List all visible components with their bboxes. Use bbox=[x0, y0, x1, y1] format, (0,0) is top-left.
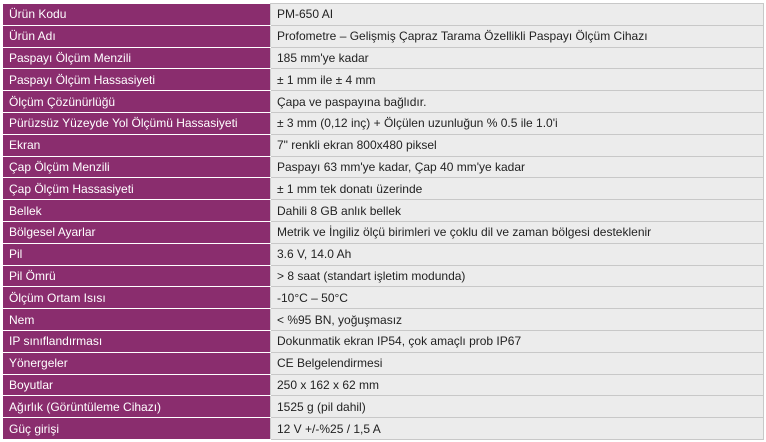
spec-label: Ölçüm Ortam Isısı bbox=[2, 286, 271, 310]
spec-label: Ölçüm Çözünürlüğü bbox=[2, 90, 271, 113]
spec-label: Ürün Kodu bbox=[2, 3, 271, 26]
spec-value: > 8 saat (standart işletim modunda) bbox=[270, 264, 764, 288]
spec-label: Pil Ömrü bbox=[2, 264, 271, 288]
table-body: Ürün Kodu PM-650 AI Ürün Adı Profometre – G… bbox=[2, 3, 764, 440]
spec-row: Yönergeler CE Belgelendirmesi bbox=[2, 351, 764, 375]
spec-value: Çapa ve paspayına bağlıdır. bbox=[270, 90, 764, 113]
spec-label: Güç girişi bbox=[2, 417, 271, 440]
spec-row: Boyutlar 250 x 162 x 62 mm bbox=[2, 373, 764, 397]
spec-value: 250 x 162 x 62 mm bbox=[270, 373, 764, 397]
spec-label: Çap Ölçüm Menzili bbox=[2, 155, 271, 179]
spec-row: Paspayı Ölçüm Hassasiyeti ± 1 mm ile ± 4 … bbox=[2, 68, 764, 92]
spec-value: PM-650 AI bbox=[270, 3, 764, 26]
spec-value: < %95 BN, yoğuşmasız bbox=[270, 308, 764, 331]
spec-value: ± 1 mm ile ± 4 mm bbox=[270, 68, 764, 92]
spec-label: Paspayı Ölçüm Hassasiyeti bbox=[2, 68, 271, 92]
spec-value: ± 3 mm (0,12 inç) + Ölçülen uzunluğun % … bbox=[270, 111, 764, 135]
spec-value: -10°C – 50°C bbox=[270, 286, 764, 310]
spec-label: Pil bbox=[2, 242, 271, 266]
spec-row: Nem < %95 BN, yoğuşmasız bbox=[2, 308, 764, 331]
spec-value: Profometre – Gelişmiş Çapraz Tarama Özel… bbox=[270, 24, 764, 48]
spec-value: ± 1 mm tek donatı üzerinde bbox=[270, 177, 764, 201]
spec-value: Metrik ve İngiliz ölçü birimleri ve çokl… bbox=[270, 220, 764, 244]
spec-row: Ölçüm Ortam Isısı -10°C – 50°C bbox=[2, 286, 764, 310]
spec-label: Yönergeler bbox=[2, 351, 271, 375]
spec-row: Ürün Adı Profometre – Gelişmiş Çapraz Tar… bbox=[2, 24, 764, 48]
spec-row: Ekran 7" renkli ekran 800x480 piksel bbox=[2, 133, 764, 157]
spec-label: Çap Ölçüm Hassasiyeti bbox=[2, 177, 271, 201]
spec-value: Paspayı 63 mm'ye kadar, Çap 40 mm'ye kad… bbox=[270, 155, 764, 179]
spec-label: Bölgesel Ayarlar bbox=[2, 220, 271, 244]
spec-row: Bölgesel Ayarlar Metrik ve İngiliz ölçü b… bbox=[2, 220, 764, 244]
spec-label: Pürüzsüz Yüzeyde Yol Ölçümü Hassasiyeti bbox=[2, 111, 271, 135]
spec-label: Bellek bbox=[2, 199, 271, 222]
spec-row: Pil 3.6 V, 14.0 Ah bbox=[2, 242, 764, 266]
spec-label: Ekran bbox=[2, 133, 271, 157]
spec-label: Ürün Adı bbox=[2, 24, 271, 48]
spec-row: Güç girişi 12 V +/-%25 / 1,5 A bbox=[2, 417, 764, 440]
spec-row: Pürüzsüz Yüzeyde Yol Ölçümü Hassasiyeti ±… bbox=[2, 111, 764, 135]
spec-row: Ağırlık (Görüntüleme Cihazı) 1525 g (pil … bbox=[2, 395, 764, 419]
spec-row: IP sınıflandırması Dokunmatik ekran IP54,… bbox=[2, 329, 764, 353]
spec-value: CE Belgelendirmesi bbox=[270, 351, 764, 375]
spec-row: Paspayı Ölçüm Menzili 185 mm'ye kadar bbox=[2, 46, 764, 70]
spec-value: 7" renkli ekran 800x480 piksel bbox=[270, 133, 764, 157]
spec-label: Boyutlar bbox=[2, 373, 271, 397]
spec-row: Bellek Dahili 8 GB anlık bellek bbox=[2, 199, 764, 222]
spec-value: 1525 g (pil dahil) bbox=[270, 395, 764, 419]
spec-value: 185 mm'ye kadar bbox=[270, 46, 764, 70]
spec-label: IP sınıflandırması bbox=[2, 329, 271, 353]
spec-row: Çap Ölçüm Menzili Paspayı 63 mm'ye kadar,… bbox=[2, 155, 764, 179]
spec-row: Pil Ömrü > 8 saat (standart işletim modun… bbox=[2, 264, 764, 288]
spec-label: Ağırlık (Görüntüleme Cihazı) bbox=[2, 395, 271, 419]
spec-value: Dokunmatik ekran IP54, çok amaçlı prob I… bbox=[270, 329, 764, 353]
spec-table: Ürün Kodu PM-650 AI Ürün Adı Profometre – G… bbox=[2, 3, 764, 440]
spec-row: Çap Ölçüm Hassasiyeti ± 1 mm tek donatı ü… bbox=[2, 177, 764, 201]
spec-row: Ürün Kodu PM-650 AI bbox=[2, 3, 764, 26]
spec-label: Paspayı Ölçüm Menzili bbox=[2, 46, 271, 70]
spec-value: 12 V +/-%25 / 1,5 A bbox=[270, 417, 764, 440]
spec-row: Ölçüm Çözünürlüğü Çapa ve paspayına bağlı… bbox=[2, 90, 764, 113]
spec-label: Nem bbox=[2, 308, 271, 331]
spec-value: 3.6 V, 14.0 Ah bbox=[270, 242, 764, 266]
spec-value: Dahili 8 GB anlık bellek bbox=[270, 199, 764, 222]
